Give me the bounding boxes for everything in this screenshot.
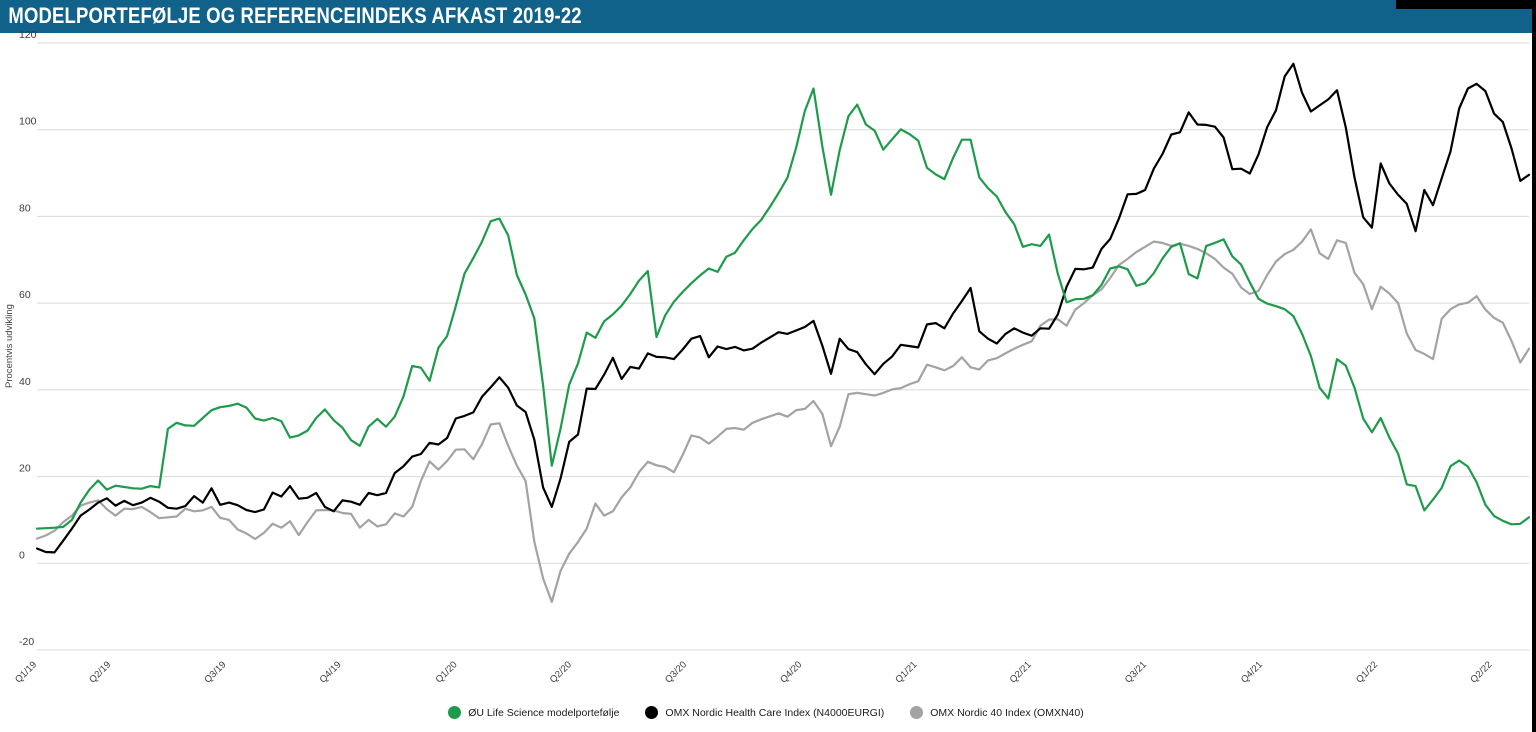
legend-item: ØU Life Science modelportefølje bbox=[448, 706, 619, 719]
y-tick-label: 120 bbox=[19, 29, 37, 41]
x-tick-label: Q1/19 bbox=[13, 659, 39, 685]
legend-marker-icon bbox=[910, 706, 924, 719]
x-tick-label: Q1/20 bbox=[434, 659, 460, 685]
series-line bbox=[35, 62, 1531, 554]
x-tick-label: Q4/19 bbox=[318, 659, 344, 685]
y-tick-label: 20 bbox=[19, 463, 31, 475]
series-line bbox=[35, 87, 1531, 530]
y-tick-label: 100 bbox=[19, 116, 37, 128]
screen-corner-strip bbox=[1396, 0, 1536, 9]
legend-label: OMX Nordic 40 Index (OMXN40) bbox=[930, 706, 1084, 719]
legend: ØU Life Science modelportefølje OMX Nordi… bbox=[0, 706, 1532, 719]
x-tick-label: Q4/20 bbox=[778, 659, 804, 685]
x-tick-label: Q3/19 bbox=[202, 659, 228, 685]
axis-layer: 120 100 80 60 40 20 0 -20 Q1/19 Q2/19 Q3/19 Q4/19 Q1… bbox=[13, 29, 1494, 685]
legend-item: OMX Nordic Health Care Index (N4000EURGI… bbox=[645, 706, 884, 719]
title-bar: MODELPORTEFØLJE OG REFERENCEINDEKS AFKAS… bbox=[0, 0, 1536, 33]
series-layer bbox=[35, 62, 1531, 604]
legend-label: OMX Nordic Health Care Index (N4000EURGI… bbox=[665, 706, 885, 719]
y-tick-label: 40 bbox=[19, 376, 31, 388]
y-axis-title: Procentvis udvikling bbox=[4, 304, 15, 388]
x-tick-label: Q2/22 bbox=[1468, 659, 1494, 685]
x-tick-label: Q3/20 bbox=[663, 659, 689, 685]
x-tick-label: Q1/22 bbox=[1354, 659, 1380, 685]
screen-edge-strip bbox=[1532, 0, 1536, 732]
legend-item: OMX Nordic 40 Index (OMXN40) bbox=[910, 706, 1084, 719]
x-tick-label: Q3/21 bbox=[1123, 659, 1149, 685]
series-line bbox=[35, 228, 1531, 604]
grid-layer bbox=[37, 42, 1529, 651]
legend-label: ØU Life Science modelportefølje bbox=[468, 706, 620, 719]
legend-marker-icon bbox=[448, 706, 462, 719]
page-title: MODELPORTEFØLJE OG REFERENCEINDEKS AFKAS… bbox=[8, 3, 582, 28]
x-tick-label: Q1/21 bbox=[893, 659, 919, 685]
x-tick-label: Q4/21 bbox=[1239, 659, 1265, 685]
y-tick-label: -20 bbox=[19, 636, 34, 648]
x-tick-label: Q2/21 bbox=[1008, 659, 1034, 685]
legend-marker-icon bbox=[645, 706, 659, 719]
x-tick-label: Q2/20 bbox=[548, 659, 574, 685]
x-tick-label: Q2/19 bbox=[87, 659, 113, 685]
y-tick-label: 60 bbox=[19, 289, 31, 301]
y-tick-label: 80 bbox=[19, 202, 31, 214]
y-tick-label: 0 bbox=[19, 549, 25, 561]
